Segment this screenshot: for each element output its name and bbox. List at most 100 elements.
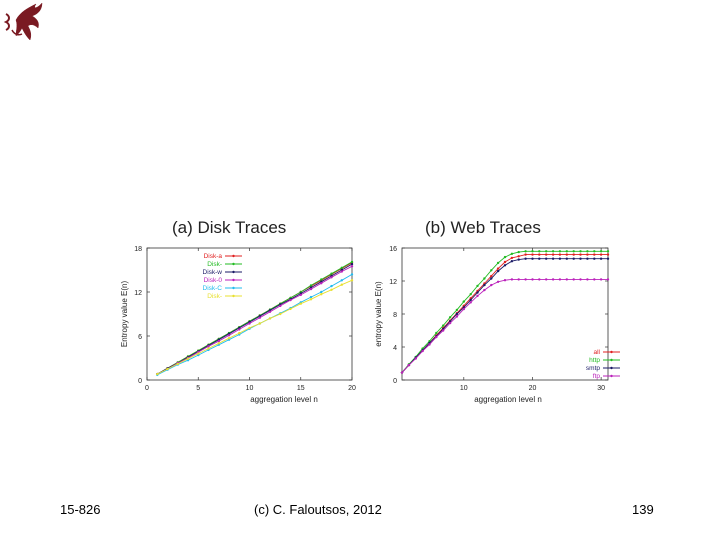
data-point-web-1	[524, 250, 527, 253]
disk-traces-panel: (a) Disk Traces aggregation level n Entr…	[120, 218, 356, 404]
data-point-web-1	[565, 250, 568, 253]
x-axis-label-web: aggregation level n	[474, 395, 542, 404]
data-point-web-1	[448, 316, 452, 319]
x-tick-label-disk: 5	[196, 385, 200, 392]
data-point-disk-3	[309, 287, 313, 291]
legend-marker-web-3	[610, 374, 613, 378]
data-point-web-0	[579, 253, 582, 256]
data-point-disk-4	[330, 284, 333, 288]
series-line-disk-2	[157, 263, 353, 375]
data-point-disk-5	[268, 317, 272, 320]
legend-marker-web-1	[610, 358, 613, 362]
data-point-web-1	[435, 331, 438, 335]
data-point-disk-5	[217, 342, 220, 345]
y-tick-label-disk: 18	[134, 246, 142, 253]
data-point-disk-5	[176, 362, 179, 366]
x-axis-label-disk: aggregation level n	[250, 395, 318, 404]
data-point-web-2	[469, 298, 472, 302]
series-line-web-0	[401, 254, 608, 373]
data-point-web-2	[593, 257, 596, 260]
data-point-web-0	[496, 267, 500, 270]
data-point-web-2	[606, 257, 610, 260]
data-point-web-1	[462, 300, 465, 303]
data-point-disk-3	[217, 339, 220, 343]
data-point-web-2	[490, 277, 493, 280]
data-point-disk-3	[258, 316, 261, 319]
data-point-web-1	[476, 284, 479, 288]
data-point-disk-1	[330, 272, 333, 275]
data-point-web-0	[531, 253, 534, 256]
data-point-web-1	[572, 250, 575, 253]
y-tick-label-disk: 0	[138, 378, 142, 385]
plot-frame-disk	[146, 247, 353, 381]
data-point-web-3	[531, 278, 534, 281]
data-point-disk-3	[350, 265, 354, 268]
data-point-web-1	[531, 250, 534, 253]
data-point-web-3	[469, 301, 472, 304]
data-point-web-3	[428, 343, 431, 346]
data-point-web-1	[545, 250, 548, 253]
data-point-web-0	[586, 253, 589, 256]
page-number: 139	[632, 502, 654, 517]
data-point-web-0	[510, 256, 514, 260]
data-point-web-2	[586, 257, 589, 260]
data-point-disk-3	[289, 298, 292, 302]
y-tick-label-disk: 6	[138, 334, 142, 341]
data-point-disk-3	[268, 310, 272, 313]
x-tick-label-disk: 15	[297, 385, 305, 392]
data-point-web-3	[524, 278, 527, 281]
data-point-web-0	[606, 253, 610, 256]
legend-label-disk-0: Disk-a	[204, 253, 223, 260]
series-line-disk-3	[157, 265, 353, 375]
series-line-disk-1	[157, 261, 353, 375]
y-tick-label-disk: 12	[134, 290, 142, 297]
data-point-web-0	[558, 253, 562, 256]
data-point-disk-5	[238, 331, 241, 335]
data-point-disk-3	[207, 345, 210, 348]
data-point-web-3	[551, 278, 555, 281]
data-point-disk-3	[330, 276, 333, 279]
data-point-disk-5	[186, 357, 190, 360]
data-point-web-2	[510, 260, 514, 263]
data-point-web-3	[586, 278, 589, 281]
legend-marker-disk-1	[232, 262, 235, 266]
data-point-web-1	[517, 250, 520, 254]
y-axis-label-web: entropy value E(n)	[374, 281, 383, 347]
data-point-web-0	[538, 253, 541, 256]
data-point-web-1	[586, 250, 589, 253]
legend-marker-disk-4	[232, 286, 235, 290]
y-tick-label-web: 12	[389, 279, 397, 286]
data-point-web-3	[558, 278, 562, 281]
data-point-web-2	[565, 257, 568, 260]
series-line-web-2	[401, 258, 608, 373]
data-point-disk-2	[350, 262, 354, 266]
data-point-web-1	[551, 250, 555, 253]
data-point-web-2	[503, 264, 507, 267]
legend-label-disk-1: Disk-	[207, 261, 222, 268]
data-point-disk-5	[330, 288, 333, 291]
data-point-web-0	[524, 253, 527, 256]
x-tick-label-disk: 20	[348, 385, 356, 392]
x-tick-label-disk: 10	[246, 385, 254, 392]
data-point-web-2	[496, 269, 500, 273]
data-point-disk-5	[289, 307, 292, 311]
data-point-web-2	[455, 312, 459, 316]
data-point-web-1	[455, 308, 459, 312]
data-point-web-3	[545, 278, 548, 281]
data-point-web-0	[593, 253, 596, 256]
data-point-disk-5	[156, 372, 159, 376]
data-point-disk-3	[227, 334, 231, 337]
copyright-text: (c) C. Faloutsos, 2012	[254, 502, 382, 517]
data-point-web-3	[490, 283, 493, 287]
legend-label-disk-2: Disk-w	[203, 269, 223, 276]
data-point-web-2	[572, 257, 575, 260]
data-point-disk-3	[340, 270, 343, 273]
y-tick-label-web: 0	[393, 378, 397, 385]
data-point-disk-5	[299, 302, 302, 305]
data-point-web-3	[442, 329, 445, 332]
data-point-web-1	[510, 252, 514, 255]
data-point-disk-4	[320, 290, 323, 294]
data-point-disk-4	[309, 295, 313, 299]
data-point-web-0	[565, 253, 568, 256]
